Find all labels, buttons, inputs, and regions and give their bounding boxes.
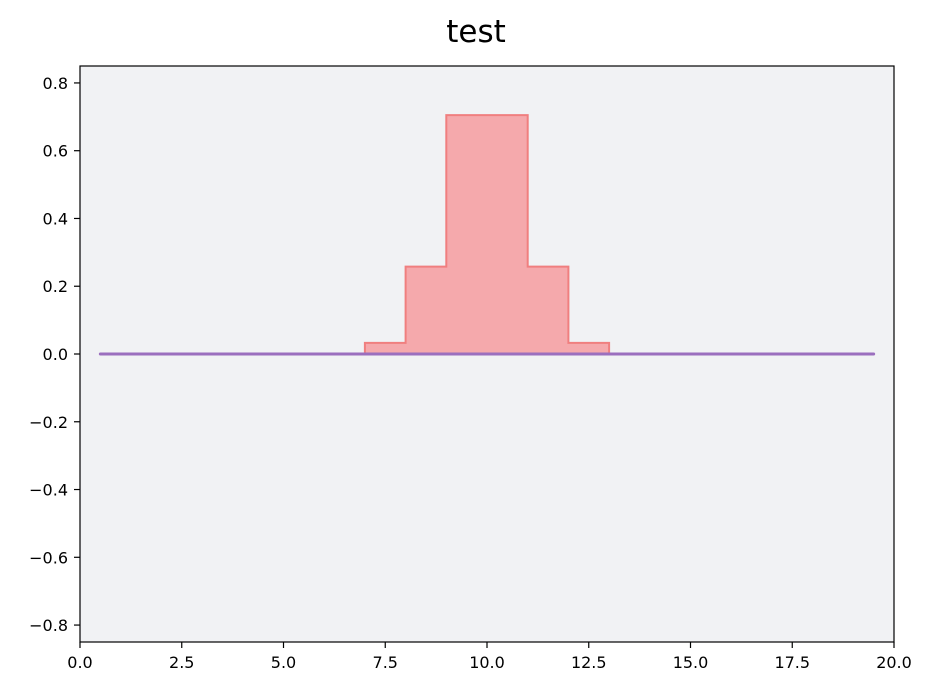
x-tick-label: 5.0 xyxy=(271,653,296,672)
y-tick-label: 0.0 xyxy=(43,345,68,364)
x-tick-label: 12.5 xyxy=(571,653,607,672)
series-0-line xyxy=(100,114,874,355)
y-tick-label: −0.6 xyxy=(29,548,68,567)
y-tick-label: −0.8 xyxy=(29,616,68,635)
plot-area: 0.0 2.5 5.0 7.5 10.0 12.5 15.0 17.5 20.0 −0.8 −0.6… xyxy=(29,65,912,672)
chart-title: test xyxy=(446,14,506,50)
series-0-fill xyxy=(100,115,874,354)
x-tick-label: 7.5 xyxy=(373,653,398,672)
x-tick-label: 10.0 xyxy=(469,653,505,672)
y-tick-label: −0.4 xyxy=(29,481,68,500)
y-tick-label: −0.2 xyxy=(29,413,68,432)
x-tick-label: 0.0 xyxy=(67,653,92,672)
x-tick-label: 2.5 xyxy=(169,653,194,672)
x-tick-label: 15.0 xyxy=(673,653,709,672)
y-tick-label: 0.2 xyxy=(43,277,68,296)
y-tick-label: 0.6 xyxy=(43,142,68,161)
x-tick-label: 17.5 xyxy=(774,653,810,672)
y-tick-label: 0.8 xyxy=(43,74,68,93)
y-tick-label: 0.4 xyxy=(43,209,68,228)
x-tick-label: 20.0 xyxy=(876,653,912,672)
